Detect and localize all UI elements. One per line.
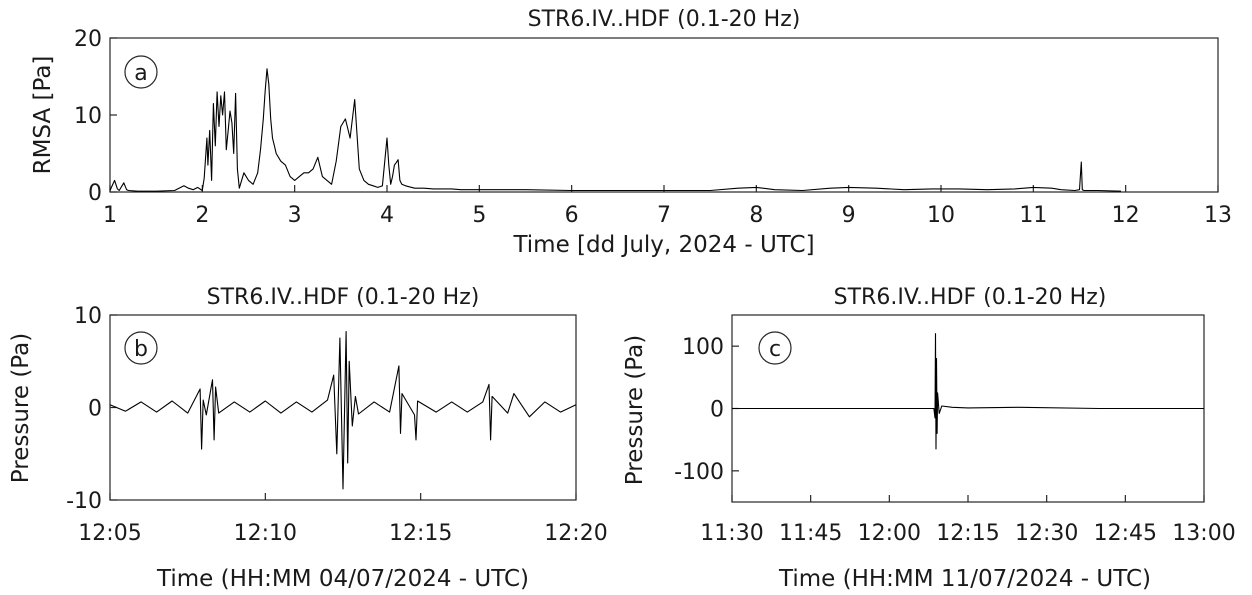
panel-a-xtick-label: 12: [1112, 203, 1140, 228]
panel-c: STR6.IV..HDF (0.1-20 Hz) 11:30 11:45 12:00…: [622, 285, 1236, 592]
panel-a-letter-text: a: [134, 61, 147, 86]
panel-c-xtick-label: 11:30: [700, 521, 763, 546]
panel-a-xlabel: Time [dd July, 2024 - UTC]: [512, 232, 814, 258]
panel-b-title: STR6.IV..HDF (0.1-20 Hz): [207, 285, 480, 310]
panel-a-ytick-label: 10: [74, 104, 102, 129]
panel-c-ylabel: Pressure (Pa): [622, 335, 648, 485]
panel-b-ytick-label: 10: [74, 304, 102, 329]
panel-c-series-line: [732, 333, 1204, 450]
panel-b-xtick-label: 12:10: [234, 521, 297, 546]
panel-c-xtick-label: 12:30: [1015, 521, 1078, 546]
panel-c-xtick-label: 13:00: [1172, 521, 1235, 546]
panel-b-letter: b: [124, 331, 158, 365]
panel-b-xtick-label: 12:05: [78, 521, 141, 546]
panel-c-letter-text: c: [769, 337, 781, 362]
panel-b-ylabel: Pressure (Pa): [8, 333, 34, 483]
panel-c-xlabel: Time (HH:MM 11/07/2024 - UTC): [778, 566, 1151, 592]
panel-c-ytick-label: -100: [674, 460, 724, 485]
panel-a-xtick-label: 5: [472, 203, 486, 228]
panel-c-xtick-label: 12:15: [936, 521, 999, 546]
panel-a-ylabel: RMSA [Pa]: [30, 56, 56, 175]
panel-a-xtick-label: 7: [657, 203, 671, 228]
panel-c-ytick-label: 0: [710, 398, 724, 423]
panel-a: STR6.IV..HDF (0.1-20 Hz) 1 2 3 4 5 6 7 8 9 10 11 12…: [30, 7, 1232, 258]
panel-b-letter-text: b: [134, 337, 148, 362]
panel-b-ytick-label: -10: [66, 489, 102, 514]
panel-a-title: STR6.IV..HDF (0.1-20 Hz): [528, 7, 801, 32]
panel-c-ticks: 11:30 11:45 12:00 12:15 12:30 12:45 13:00 100 0 -…: [674, 335, 1236, 546]
panel-b-ytick-label: 0: [88, 397, 102, 422]
panel-a-xtick-label: 13: [1204, 203, 1232, 228]
panel-a-letter: a: [124, 55, 158, 89]
panel-a-xtick-label: 3: [288, 203, 302, 228]
panel-a-letter-circle: [124, 55, 158, 89]
panel-a-xtick-label: 1: [103, 203, 117, 228]
panel-c-xtick-label: 12:45: [1094, 521, 1157, 546]
panel-b-ticks: 12:05 12:10 12:15 12:20 10 0 -10: [66, 304, 608, 546]
panel-a-xtick-label: 10: [927, 203, 955, 228]
panel-a-series-line: [109, 68, 1122, 192]
panel-c-ytick-label: 100: [682, 335, 724, 360]
panel-b: STR6.IV..HDF (0.1-20 Hz) 12:05 12:10 12:15…: [8, 285, 608, 592]
panel-b-xtick-label: 12:15: [389, 521, 452, 546]
panel-c-xtick-label: 12:00: [858, 521, 921, 546]
panel-a-xtick-label: 4: [380, 203, 394, 228]
panel-a-ytick-label: 20: [74, 27, 102, 52]
panel-c-xtick-label: 11:45: [779, 521, 842, 546]
panel-a-ytick-label: 0: [88, 181, 102, 206]
panel-a-xtick-label: 9: [842, 203, 856, 228]
panel-a-xtick-label: 6: [565, 203, 579, 228]
panel-c-letter-circle: [758, 331, 792, 365]
panel-c-letter: c: [758, 331, 792, 365]
panel-b-xtick-label: 12:20: [544, 521, 607, 546]
panel-a-frame: [109, 37, 1219, 193]
panel-a-xtick-label: 8: [749, 203, 763, 228]
panel-b-xlabel: Time (HH:MM 04/07/2024 - UTC): [156, 566, 529, 592]
panel-a-xtick-label: 11: [1019, 203, 1047, 228]
panel-b-series-line: [109, 331, 577, 490]
panel-a-xtick-label: 2: [195, 203, 209, 228]
panel-b-letter-circle: [124, 331, 158, 365]
panel-c-title: STR6.IV..HDF (0.1-20 Hz): [834, 285, 1107, 310]
